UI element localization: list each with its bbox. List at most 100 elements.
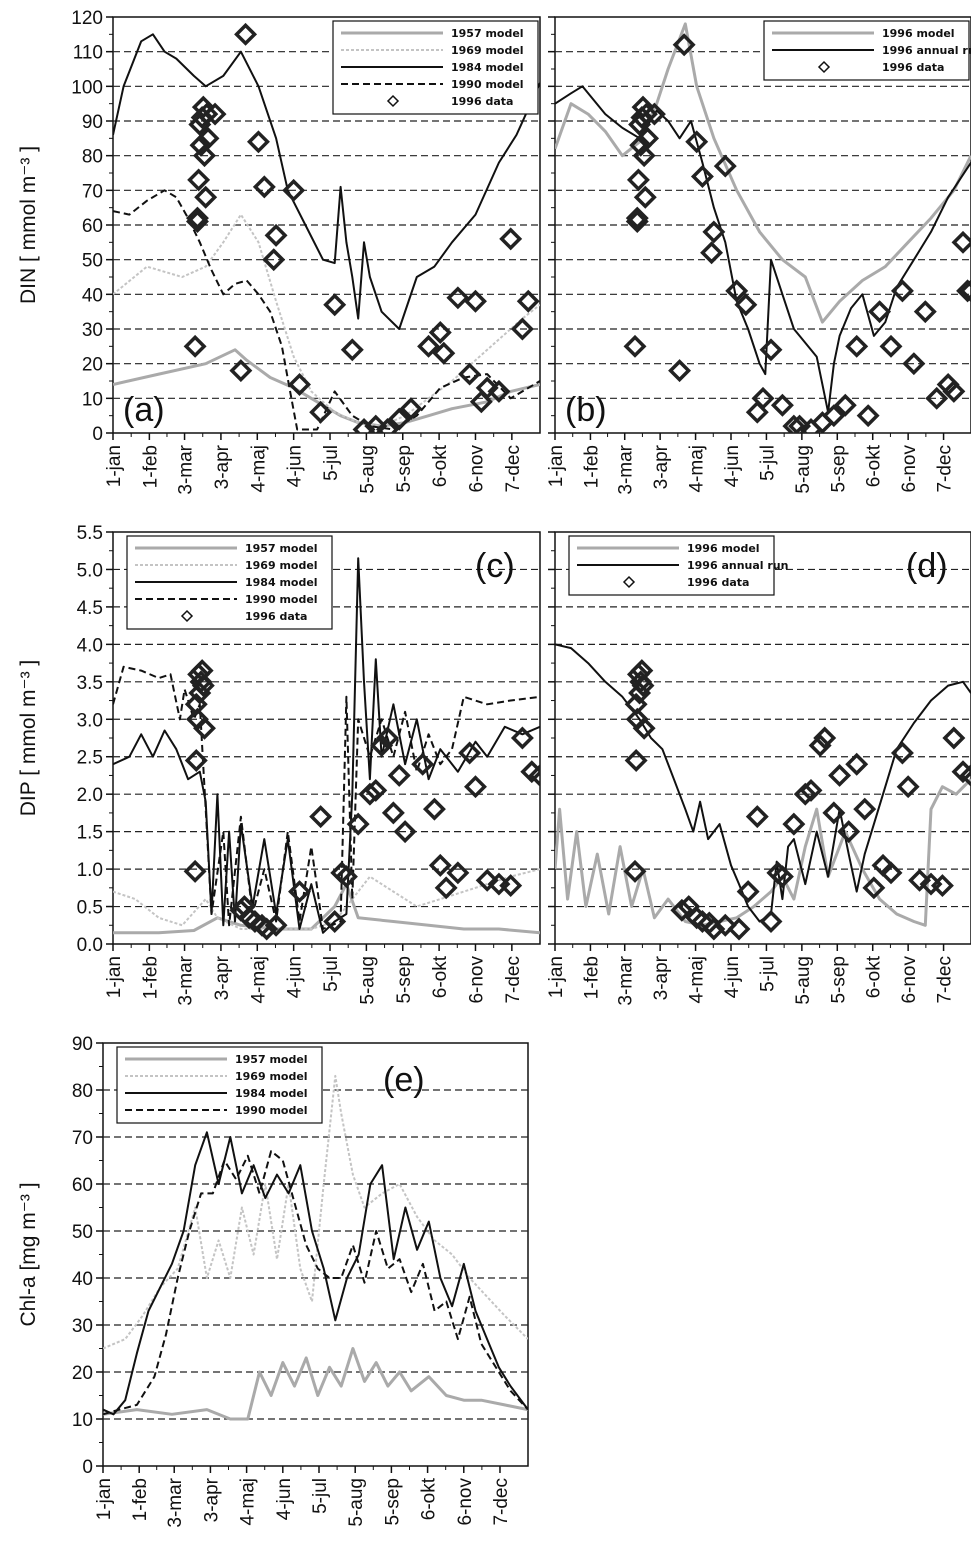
data-point	[376, 418, 399, 433]
data-point	[788, 414, 812, 433]
legend-label: 1996 data	[451, 95, 513, 108]
x-tick-label: 4-jun	[285, 956, 306, 998]
data-point	[959, 279, 971, 303]
data-point	[364, 778, 388, 802]
data-point	[770, 393, 794, 417]
data-point	[323, 293, 347, 317]
data-point	[690, 164, 714, 188]
legend-label: 1969 model	[451, 44, 524, 57]
legend-label: 1957 model	[245, 542, 318, 555]
legend-label: 1996 model	[882, 27, 955, 40]
data-point	[187, 168, 211, 192]
data-point	[417, 334, 441, 358]
data-point	[631, 674, 655, 698]
x-tick-label: 7-dec	[935, 956, 956, 1004]
x-tick-label: 5-jul	[757, 956, 778, 992]
x-tick-label: 6-nov	[899, 445, 920, 493]
data-point	[793, 782, 817, 806]
data-point	[896, 775, 920, 799]
y-tick-label: 60	[72, 1175, 93, 1196]
y-tick-label: 70	[72, 1128, 93, 1149]
x-tick-label: 6-nov	[466, 956, 487, 1004]
y-tick-label: 0.0	[77, 935, 103, 956]
x-tick-label: 3-apr	[651, 444, 672, 489]
y-tick-label: 10	[72, 1410, 93, 1431]
data-point	[822, 801, 846, 825]
data-point	[309, 400, 333, 424]
data-point	[458, 362, 482, 386]
data-point	[499, 874, 523, 898]
data-point	[252, 175, 276, 199]
data-point	[942, 379, 966, 403]
data-point	[428, 320, 452, 344]
data-point	[203, 102, 227, 126]
data-point	[713, 913, 737, 937]
data-point	[381, 801, 405, 825]
x-tick-label: 3-mar	[616, 444, 637, 494]
data-point	[446, 286, 470, 310]
y-tick-label: 3.5	[77, 673, 103, 694]
data-point	[959, 763, 971, 787]
data-point	[634, 102, 658, 126]
y-tick-label: 50	[82, 251, 103, 272]
data-point	[813, 726, 837, 750]
x-tick-label: 1-feb	[130, 1478, 151, 1521]
data-point	[516, 289, 540, 313]
legend: 1996 model 1996 annual run 1996 data	[568, 535, 788, 596]
series-line-1957-model	[103, 1347, 528, 1421]
x-tick-label: 6-okt	[430, 955, 451, 998]
data-point	[334, 865, 358, 889]
data-point	[632, 716, 656, 740]
chart-panel-d: 1-jan 1-feb 3-mar 3-apr 4-maj 4-jun 5-jul 5-aug…	[546, 531, 971, 1006]
x-tick-label: 6-okt	[419, 1477, 440, 1520]
data-point	[189, 133, 213, 157]
data-point	[759, 910, 783, 934]
series-line-1984-model	[113, 33, 540, 330]
legend-swatch	[622, 575, 636, 589]
y-tick-label: 0.5	[77, 898, 103, 919]
y-axis-title: Chl-a [mg m⁻³ ]	[17, 1182, 40, 1326]
data-point	[902, 352, 926, 376]
data-point	[631, 95, 655, 119]
x-tick-label: 1-feb	[581, 445, 602, 488]
legend-label: 1957 model	[235, 1053, 308, 1066]
series-line-1996-model	[555, 778, 971, 927]
x-tick-label: 7-dec	[503, 445, 524, 493]
x-tick-label: 3-apr	[212, 444, 233, 489]
x-tick-label: 4-jun	[274, 1478, 295, 1520]
x-tick-label: 4-jun	[722, 956, 743, 998]
series-layer	[103, 1074, 528, 1421]
data-point	[191, 95, 215, 119]
panel-tag: (a)	[123, 391, 165, 429]
data-point	[782, 812, 806, 836]
x-tick-label: 5-sep	[382, 1478, 403, 1526]
data-point	[727, 917, 751, 941]
data-point	[185, 206, 209, 230]
x-tick-label: 1-feb	[140, 956, 161, 999]
legend-swatch	[817, 60, 831, 74]
series-line-1996-model	[555, 22, 971, 324]
data-point	[475, 376, 499, 400]
y-tick-label: 1.0	[77, 860, 103, 881]
x-tick-label: 1-feb	[140, 445, 161, 488]
panel-tag: (b)	[565, 391, 607, 429]
y-tick-label: 110	[73, 43, 103, 64]
x-tick-label: 1-feb	[581, 956, 602, 999]
data-point	[913, 300, 937, 324]
data-point	[930, 874, 954, 898]
y-tick-label: 100	[71, 77, 103, 98]
x-tick-label: 7-dec	[935, 445, 956, 493]
data-point	[288, 880, 311, 904]
x-tick-label: 7-dec	[503, 956, 524, 1004]
data-point	[853, 797, 877, 821]
data-point	[799, 778, 823, 802]
data-point	[346, 812, 370, 836]
y-tick-label: 40	[82, 285, 103, 306]
y-tick-label: 30	[72, 1316, 93, 1337]
data-point	[458, 741, 482, 765]
data-point	[862, 876, 886, 900]
data-point	[782, 414, 806, 433]
y-tick-label: 40	[72, 1269, 93, 1290]
data-point	[672, 33, 696, 57]
legend-swatch	[386, 94, 400, 108]
